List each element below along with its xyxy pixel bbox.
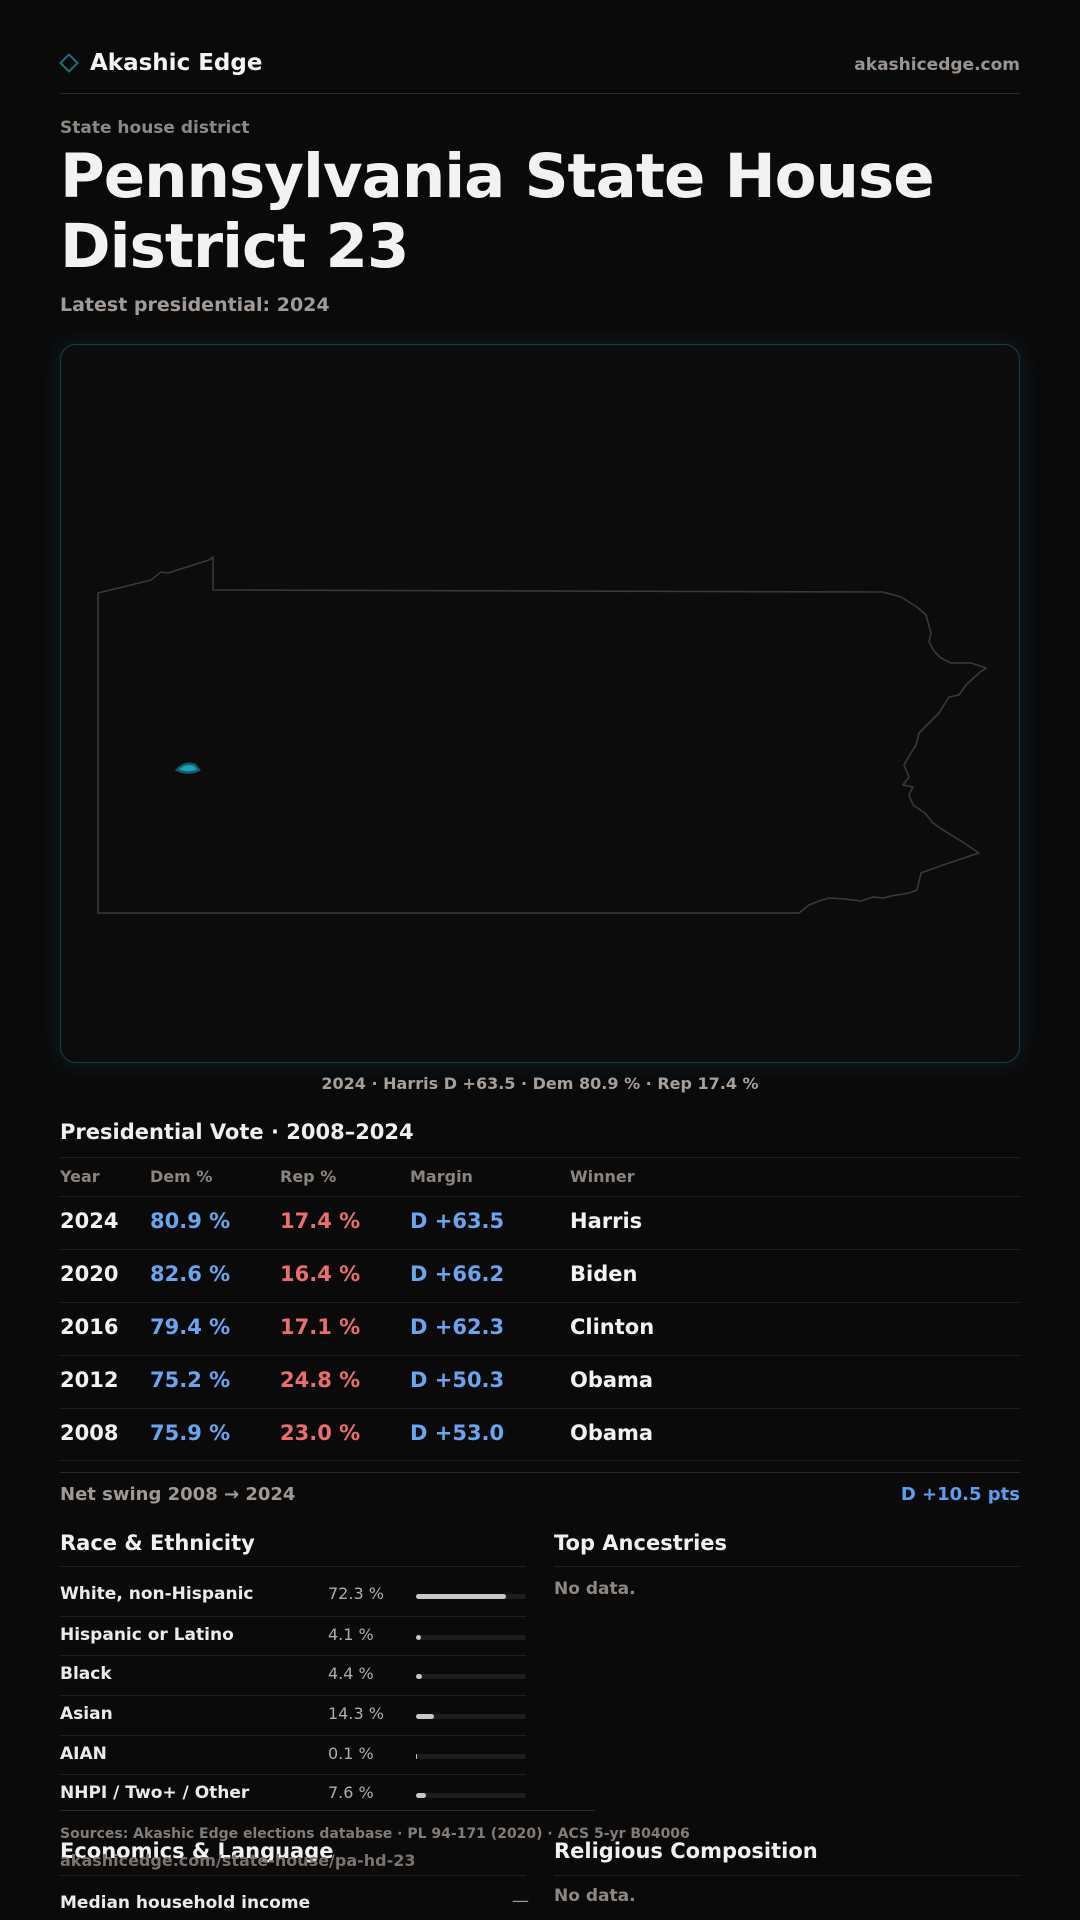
row-dem: 75.9 % xyxy=(150,1421,231,1445)
race-bar-track xyxy=(416,1754,526,1759)
list-item: Asian 14.3 % xyxy=(60,1695,526,1735)
race-percent: 72.3 % xyxy=(328,1584,384,1603)
map-canvas xyxy=(97,556,987,914)
row-rep: 24.8 % xyxy=(280,1368,361,1392)
race-label: Asian xyxy=(60,1704,113,1724)
brand-name: Akashic Edge xyxy=(90,50,263,76)
race-bar-fill xyxy=(416,1793,426,1798)
row-margin: D +50.3 xyxy=(410,1368,505,1392)
net-swing-label: Net swing 2008 → 2024 xyxy=(60,1484,296,1505)
site-url-link[interactable]: akashicedge.com xyxy=(854,55,1020,75)
district-map[interactable] xyxy=(60,344,1020,1063)
row-winner: Clinton xyxy=(570,1315,655,1339)
row-rep: 23.0 % xyxy=(280,1421,361,1445)
row-rep: 16.4 % xyxy=(280,1262,361,1286)
col-winner: Winner xyxy=(570,1167,635,1186)
race-percent: 4.4 % xyxy=(328,1664,374,1683)
row-winner: Obama xyxy=(570,1368,654,1392)
row-winner: Harris xyxy=(570,1209,643,1233)
table-row: 2016 79.4 % 17.1 % D +62.3 Clinton xyxy=(60,1302,1020,1355)
table-row: 2012 75.2 % 24.8 % D +50.3 Obama xyxy=(60,1355,1020,1408)
race-bar-fill xyxy=(416,1594,507,1599)
col-margin: Margin xyxy=(410,1167,473,1186)
race-percent: 4.1 % xyxy=(328,1625,374,1644)
row-rep: 17.1 % xyxy=(280,1315,361,1339)
race-label: Black xyxy=(60,1664,112,1684)
row-margin: D +63.5 xyxy=(410,1209,505,1233)
page-title: Pennsylvania State House District 23 xyxy=(60,141,935,282)
row-winner: Obama xyxy=(570,1421,654,1445)
divider xyxy=(554,1566,1020,1567)
col-year: Year xyxy=(60,1167,100,1186)
divider xyxy=(554,1875,1020,1876)
race-bar-track xyxy=(416,1793,526,1798)
col-rep: Rep % xyxy=(280,1167,337,1186)
median-income-label: Median household income xyxy=(60,1893,311,1913)
row-dem: 75.2 % xyxy=(150,1368,231,1392)
row-margin: D +62.3 xyxy=(410,1315,505,1339)
religious-composition-title: Religious Composition xyxy=(554,1839,818,1863)
race-label: White, non-Hispanic xyxy=(60,1584,254,1604)
ancestries-empty: No data. xyxy=(554,1579,636,1599)
divider xyxy=(60,1157,1020,1158)
row-year: 2024 xyxy=(60,1209,119,1233)
page-subtitle: Latest presidential: 2024 xyxy=(60,294,330,316)
row-winner: Biden xyxy=(570,1262,638,1286)
race-bar-fill xyxy=(416,1635,422,1640)
table-row: 2020 82.6 % 16.4 % D +66.2 Biden xyxy=(60,1249,1020,1302)
brand[interactable]: Akashic Edge xyxy=(59,50,263,76)
race-bar-track xyxy=(416,1594,526,1599)
race-label: AIAN xyxy=(60,1744,107,1764)
race-bar-track xyxy=(416,1714,526,1719)
list-item: Black 4.4 % xyxy=(60,1655,526,1695)
pennsylvania-outline xyxy=(97,556,987,914)
race-bar-fill xyxy=(416,1674,422,1679)
top-ancestries-title: Top Ancestries xyxy=(554,1531,728,1555)
row-rep: 17.4 % xyxy=(280,1209,361,1233)
race-percent: 0.1 % xyxy=(328,1744,374,1763)
presidential-table-header: Year Dem % Rep % Margin Winner xyxy=(60,1167,1020,1197)
map-caption: 2024 · Harris D +63.5 · Dem 80.9 % · Rep… xyxy=(321,1074,759,1093)
footer-divider xyxy=(60,1810,595,1811)
row-year: 2008 xyxy=(60,1421,119,1445)
religion-empty: No data. xyxy=(554,1886,636,1906)
site-header: Akashic Edge akashicedge.com xyxy=(59,44,1020,94)
list-item: White, non-Hispanic 72.3 % xyxy=(60,1576,526,1616)
row-year: 2020 xyxy=(60,1262,119,1286)
race-bar-track xyxy=(416,1674,526,1679)
footer-sources: Sources: Akashic Edge elections database… xyxy=(60,1826,690,1842)
row-year: 2016 xyxy=(60,1315,119,1339)
page-eyebrow: State house district xyxy=(60,118,250,138)
row-margin: D +66.2 xyxy=(410,1262,505,1286)
diamond-logo-icon xyxy=(59,53,79,73)
race-label: Hispanic or Latino xyxy=(60,1625,234,1645)
row-dem: 82.6 % xyxy=(150,1262,231,1286)
race-percent: 7.6 % xyxy=(328,1783,374,1802)
list-item: AIAN 0.1 % xyxy=(60,1735,526,1775)
row-dem: 80.9 % xyxy=(150,1209,231,1233)
economics-language-title: Economics & Language xyxy=(60,1839,334,1863)
race-ethnicity-title: Race & Ethnicity xyxy=(60,1531,255,1555)
col-dem: Dem % xyxy=(150,1167,213,1186)
table-row: 2024 80.9 % 17.4 % D +63.5 Harris xyxy=(60,1196,1020,1249)
divider xyxy=(60,1472,1020,1473)
divider xyxy=(60,1566,526,1567)
row-year: 2012 xyxy=(60,1368,119,1392)
table-row: 2008 75.9 % 23.0 % D +53.0 Obama xyxy=(60,1408,1020,1461)
list-item: NHPI / Two+ / Other 7.6 % xyxy=(60,1774,526,1814)
list-item: Hispanic or Latino 4.1 % xyxy=(60,1616,526,1656)
race-bar-track xyxy=(416,1635,526,1640)
net-swing-value: D +10.5 pts xyxy=(900,1484,1020,1505)
median-income-value: — xyxy=(512,1891,529,1911)
race-percent: 14.3 % xyxy=(328,1704,384,1723)
divider xyxy=(60,1875,526,1876)
footer-url-link[interactable]: akashicedge.com/state-house/pa-hd-23 xyxy=(60,1851,416,1870)
race-label: NHPI / Two+ / Other xyxy=(60,1783,250,1803)
row-dem: 79.4 % xyxy=(150,1315,231,1339)
district-23-shape[interactable] xyxy=(174,762,201,774)
row-margin: D +53.0 xyxy=(410,1421,505,1445)
presidential-vote-title: Presidential Vote · 2008–2024 xyxy=(60,1120,414,1144)
race-bar-fill xyxy=(416,1714,434,1719)
